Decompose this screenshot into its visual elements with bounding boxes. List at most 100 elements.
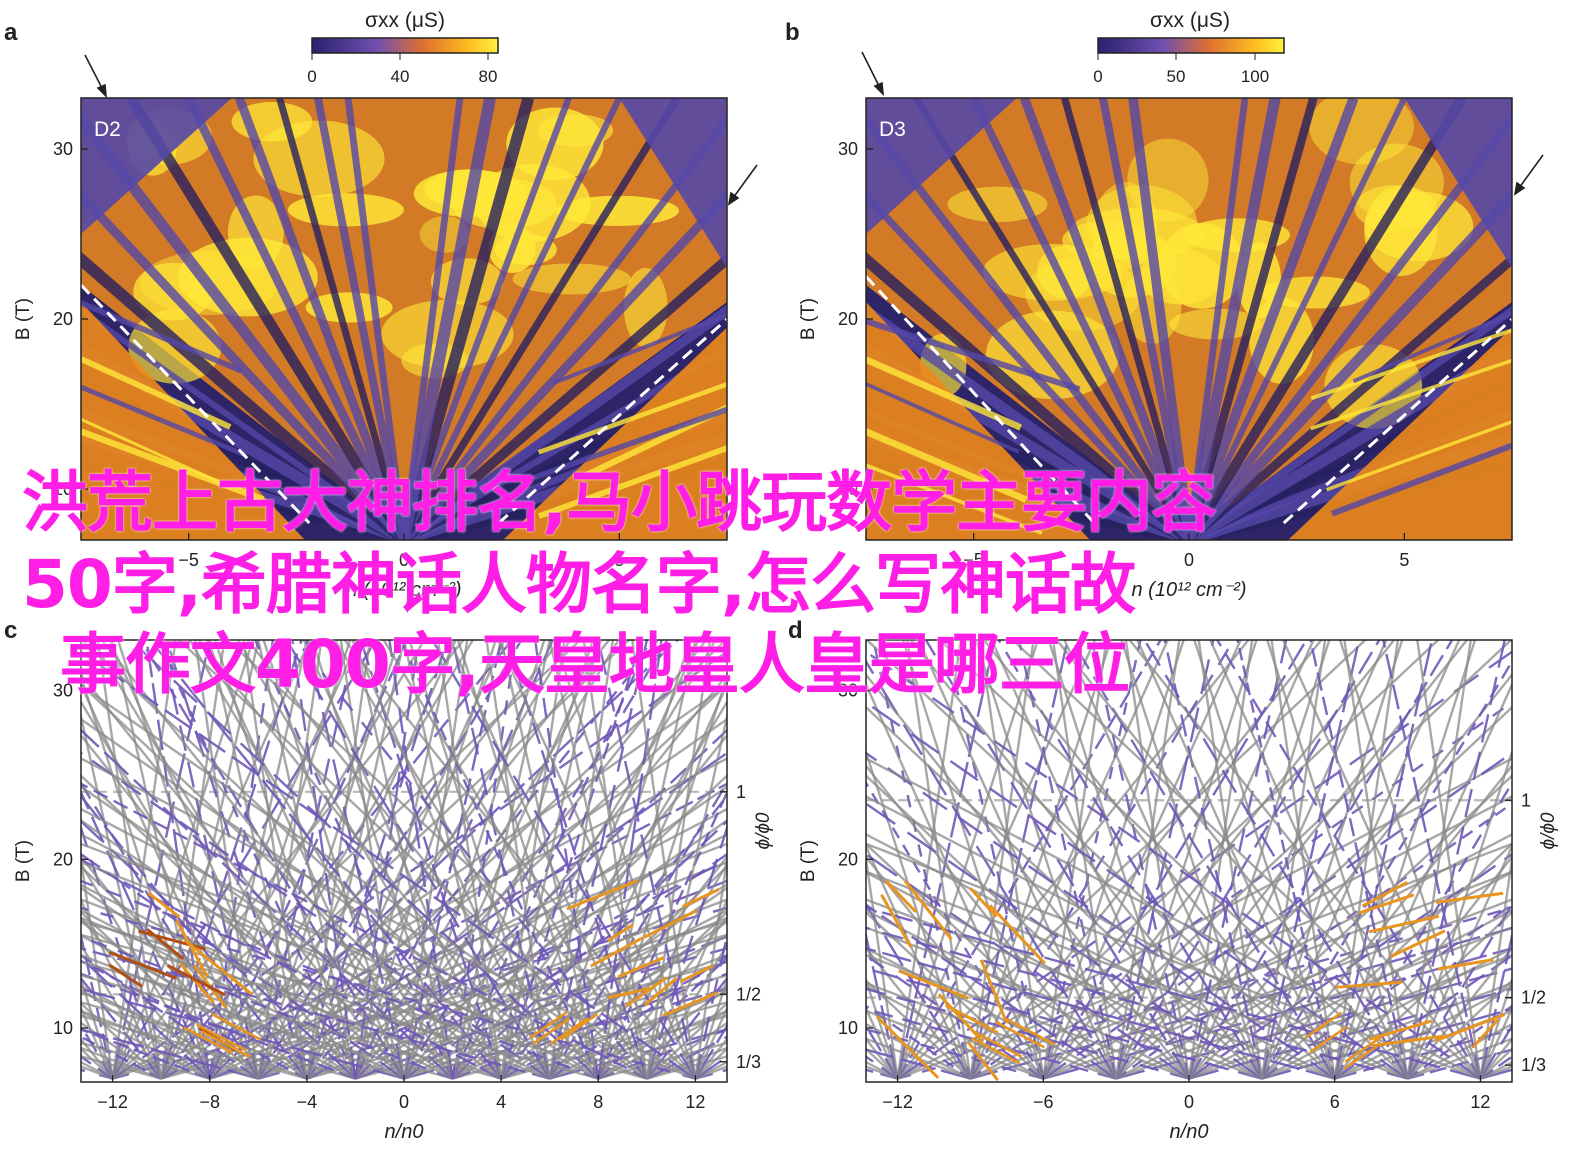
heat-streak-a-13 xyxy=(313,98,408,540)
fan-line-c-134 xyxy=(81,953,405,1080)
fan-line-c-234 xyxy=(399,640,600,1080)
x-tick-label-b-1: 0 xyxy=(1184,550,1194,570)
fan-line-d-62 xyxy=(944,640,1045,1079)
orange-feature-c-1 xyxy=(681,888,720,909)
fan-line-d-114 xyxy=(866,871,1263,1080)
colorbar-tick-a-0: 0 xyxy=(307,67,316,86)
fan-line-d-3 xyxy=(897,842,1512,1080)
fan-line-c-280 xyxy=(553,640,697,1079)
y2-tick-label-d-0: 1 xyxy=(1521,790,1531,810)
fan-line-c-33 xyxy=(160,640,513,1080)
fan-line-d-164 xyxy=(1055,640,1409,1080)
fan-line-c-109 xyxy=(305,640,372,1079)
fan-line-d-81 xyxy=(1115,640,1315,1080)
orange-cluster-c-6 xyxy=(196,1023,247,1052)
orange-feature-c-19 xyxy=(566,879,639,911)
x-tick-label-a-0: −5 xyxy=(178,550,199,570)
fan-line-c-244 xyxy=(81,861,648,1080)
y-tick-label-a-1: 20 xyxy=(53,309,73,329)
heat-streak-a-5 xyxy=(81,306,406,540)
fan-line-c-189 xyxy=(500,699,727,1080)
fan-line-d-60 xyxy=(901,640,1045,1079)
fan-line-c-237 xyxy=(597,672,727,1079)
fan-line-c-39 xyxy=(159,640,303,1079)
fan-line-c-145 xyxy=(402,640,669,1080)
fan-line-c-149 xyxy=(402,640,546,1079)
fan-line-d-152 xyxy=(1270,640,1336,1079)
fan-line-d-20 xyxy=(866,850,899,1079)
fan-line-d-174 xyxy=(1343,640,1409,1079)
fan-line-c-36 xyxy=(81,897,163,1080)
y-tick-label-d-1: 20 xyxy=(838,849,858,869)
colorbar-title-a: σxx (μS) xyxy=(365,9,445,32)
y-tick-label-b-2: 30 xyxy=(838,139,858,159)
x-axis-label-a: n (10¹² cm⁻²) xyxy=(347,579,462,601)
fan-line-d-101 xyxy=(1187,640,1454,1080)
heat-flank-b-0 xyxy=(866,302,1090,540)
fan-line-c-17 xyxy=(111,640,255,1079)
fan-line-d-94 xyxy=(866,852,1190,1080)
axes-a: −5 0 5 10 20 30 B (T) n (10¹² cm⁻²) xyxy=(13,139,624,601)
fan-line-c-132 xyxy=(81,987,405,1080)
dashed-boundary-a-1 xyxy=(497,317,727,525)
fan-line-d-194 xyxy=(1382,640,1482,1079)
fan-line-c-116 xyxy=(81,886,357,1080)
fan-line-c-117 xyxy=(354,819,727,1080)
fan-line-c-168 xyxy=(254,640,454,1080)
fan-line-d-149 xyxy=(1333,640,1477,1079)
fan-line-d-167 xyxy=(1406,902,1512,1080)
fan-line-d-92 xyxy=(866,908,1190,1080)
fan-line-c-220 xyxy=(81,933,599,1080)
fan-line-d-104 xyxy=(1047,640,1191,1079)
fan-line-d-65 xyxy=(1042,640,1108,1079)
fan-line-d-178 xyxy=(866,842,1481,1080)
orange-cluster-c-3 xyxy=(529,1011,568,1039)
orange-feature-d-6 xyxy=(898,969,969,1000)
fan-line-d-184 xyxy=(1011,640,1482,1080)
heat-wedge-b-0 xyxy=(866,98,1017,234)
colorbar-b: σxx (μS) 0 50 100 xyxy=(1093,9,1285,86)
orange-feature-c-21 xyxy=(607,923,634,942)
orange-feature-d-17 xyxy=(1358,893,1415,915)
fan-line-c-153 xyxy=(402,640,469,1079)
fan-line-c-240 xyxy=(533,640,600,1079)
fan-line-d-146 xyxy=(1136,640,1336,1080)
fan-line-c-182 xyxy=(81,785,502,1080)
fan-line-d-83 xyxy=(1114,640,1258,1079)
axes-d: −12 −6 0 6 12 10 20 30 B (T) n/n0 1 1/2 1/3 ϕ/ϕ0 xyxy=(798,681,1559,1143)
fan-line-c-29 xyxy=(160,684,727,1080)
fan-line-c-160 xyxy=(81,819,454,1080)
fan-line-d-160 xyxy=(866,700,1409,1080)
fan-line-c-257 xyxy=(645,897,727,1080)
orange-feature-c-5 xyxy=(643,909,698,939)
fan-line-d-59 xyxy=(1042,640,1242,1080)
heat-streak-a-25 xyxy=(401,98,623,540)
orange-feature-d-2 xyxy=(988,904,1046,965)
heat-streak-a-28 xyxy=(398,98,496,540)
orange-cluster-c-0 xyxy=(200,1030,251,1058)
fan-line-d-37 xyxy=(969,640,1169,1080)
heat-flank-streak-a-5 xyxy=(537,382,727,455)
heat-streak-b-7 xyxy=(866,190,1192,540)
fan-line-c-255 xyxy=(645,942,727,1080)
x-axis-label-d: n/n0 xyxy=(1170,1121,1209,1143)
y2-tick-label-d-2: 1/3 xyxy=(1521,1055,1546,1075)
orange-feature-d-0 xyxy=(880,893,913,948)
orange-cluster-d-7 xyxy=(1309,1025,1348,1054)
y-tick-label-c-2: 30 xyxy=(53,681,73,701)
orange-feature-c-7 xyxy=(607,986,654,999)
fan-line-d-87 xyxy=(1114,640,1181,1079)
fan-line-c-87 xyxy=(257,640,323,1079)
fan-line-d-132 xyxy=(866,947,1336,1080)
fan-line-c-69 xyxy=(257,898,727,1080)
fan-line-d-118 xyxy=(866,705,1263,1080)
fan-line-c-235 xyxy=(597,789,727,1080)
fan-line-d-137 xyxy=(1334,984,1512,1080)
dashed-boundary-b-1 xyxy=(1282,317,1512,525)
colorbar-a: σxx (μS) 0 40 80 xyxy=(307,9,499,86)
heat-streak-a-7 xyxy=(81,189,408,540)
fan-line-c-215 xyxy=(548,640,692,1079)
fan-line-d-125 xyxy=(1260,640,1461,1080)
x-tick-label-b-2: 5 xyxy=(1399,550,1409,570)
